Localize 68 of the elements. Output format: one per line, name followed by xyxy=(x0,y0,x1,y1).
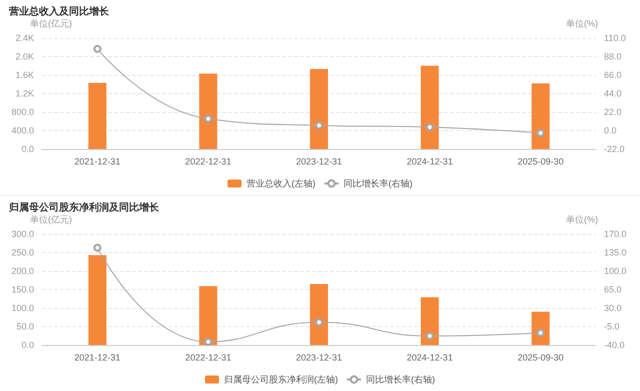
x-tick-label: 2024-12-31 xyxy=(406,352,453,362)
y-axis-title: 单位(亿元) xyxy=(30,214,72,224)
y2-tick-label: 30.0 xyxy=(604,303,622,313)
y2-tick-label: 135.0 xyxy=(604,248,627,258)
bar xyxy=(532,312,550,345)
point xyxy=(426,332,434,340)
legend-label: 同比增长率(右轴) xyxy=(366,374,435,384)
y-tick-label: 400.0 xyxy=(11,126,34,136)
y-tick-label: 150.0 xyxy=(11,284,34,294)
y2-tick-label: 44.0 xyxy=(604,88,622,98)
bar xyxy=(199,74,218,149)
y2-tick-label: 100.0 xyxy=(604,266,627,276)
x-tick-label: 2024-12-31 xyxy=(406,156,453,166)
y2-axis-title: 单位(%) xyxy=(566,18,598,28)
bar xyxy=(310,284,328,345)
bar xyxy=(88,82,106,149)
y-tick-label: 300.0 xyxy=(11,229,34,239)
y-tick-label: 800.0 xyxy=(11,107,34,117)
y-tick-label: 2.4K xyxy=(15,33,34,43)
bar xyxy=(420,66,439,149)
y-tick-label: 200.0 xyxy=(11,266,34,276)
point xyxy=(204,114,212,123)
point xyxy=(315,121,323,130)
bar xyxy=(420,297,439,345)
legend-label: 归属母公司股东净利润(左轴) xyxy=(224,374,338,384)
y2-tick-label: 66.0 xyxy=(604,70,622,80)
point xyxy=(426,123,434,132)
x-tick-label: 2023-12-31 xyxy=(296,156,342,166)
bar xyxy=(310,68,328,149)
point xyxy=(93,244,102,252)
y-tick-label: 0.0 xyxy=(21,144,34,154)
point xyxy=(536,129,545,138)
x-tick-label: 2021-12-31 xyxy=(74,156,120,166)
legend-label: 营业总收入(左轴) xyxy=(246,178,316,188)
point xyxy=(204,338,212,346)
y2-tick-label: 170.0 xyxy=(604,229,627,239)
chart-title: 营业总收入及同比增长 xyxy=(8,6,110,18)
y-tick-label: 50.0 xyxy=(16,322,34,332)
y-tick-label: 100.0 xyxy=(11,303,34,313)
y-tick-label: 250.0 xyxy=(11,248,34,258)
y-tick-label: 2.0K xyxy=(15,52,34,62)
x-tick-label: 2022-12-31 xyxy=(185,352,232,362)
y2-tick-label: -40.0 xyxy=(604,340,625,350)
x-tick-label: 2025-09-30 xyxy=(518,352,564,362)
y-tick-label: 0.0 xyxy=(21,340,34,350)
bar xyxy=(88,255,106,345)
chart-title: 归属母公司股东净利润及同比增长 xyxy=(8,202,160,214)
bar xyxy=(532,83,550,149)
y2-tick-label: 110.0 xyxy=(604,33,626,43)
bar xyxy=(199,286,218,345)
x-tick-label: 2025-09-30 xyxy=(518,156,564,166)
y-axis-title: 单位(亿元) xyxy=(30,18,72,28)
y2-tick-label: -5.0 xyxy=(604,322,620,332)
x-tick-label: 2022-12-31 xyxy=(185,156,232,166)
point xyxy=(93,44,102,53)
y2-tick-label: 22.0 xyxy=(604,107,622,117)
y2-tick-label: 65.0 xyxy=(604,284,622,294)
x-tick-label: 2023-12-31 xyxy=(296,352,342,362)
y-tick-label: 1.6K xyxy=(15,70,34,80)
y2-axis-title: 单位(%) xyxy=(566,214,598,224)
x-tick-label: 2021-12-31 xyxy=(74,352,120,362)
point xyxy=(315,318,323,326)
legend-label: 同比增长率(右轴) xyxy=(344,178,412,188)
y2-tick-label: 88.0 xyxy=(604,52,622,62)
y2-tick-label: -22.0 xyxy=(604,144,625,154)
y-tick-label: 1.2K xyxy=(15,88,34,98)
y2-tick-label: 0.0 xyxy=(604,126,617,136)
point xyxy=(536,328,545,337)
